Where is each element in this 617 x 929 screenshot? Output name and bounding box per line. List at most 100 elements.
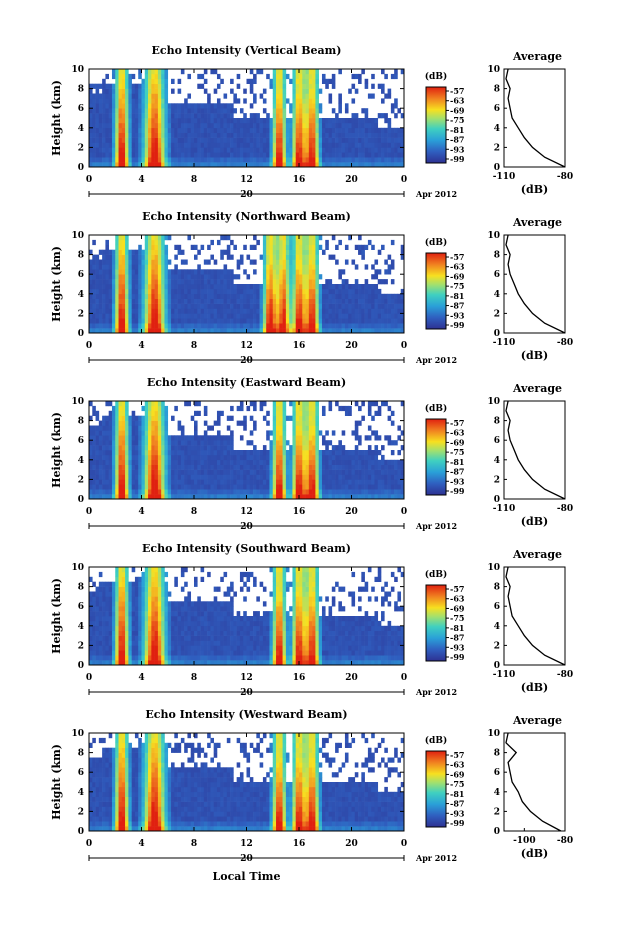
- heatmap-cell: [141, 469, 146, 475]
- heatmap-cell: [312, 410, 316, 416]
- heatmap-cell: [246, 274, 251, 280]
- heatmap-cell: [200, 244, 205, 250]
- heatmap-cell: [285, 254, 290, 260]
- heatmap-cell: [128, 88, 132, 94]
- heatmap-cell: [371, 494, 375, 500]
- heatmap-cell: [361, 288, 365, 295]
- heatmap-cell: [276, 113, 280, 119]
- heatmap-cell: [180, 303, 185, 309]
- heatmap-cell: [272, 308, 277, 314]
- heatmap-cell: [308, 459, 313, 465]
- heatmap-cell: [200, 489, 205, 495]
- heatmap-cell: [253, 474, 257, 480]
- heatmap-cell: [367, 132, 372, 138]
- heatmap-cell: [148, 313, 152, 319]
- heatmap-cell: [335, 132, 339, 138]
- heatmap-cell: [256, 132, 260, 138]
- heatmap-cell: [184, 450, 188, 456]
- heatmap-cell: [279, 162, 283, 168]
- heatmap-cell: [121, 494, 126, 500]
- y-tick-label: 4: [78, 290, 84, 300]
- heatmap-cell: [92, 454, 96, 461]
- avg-y-tick-label: 2: [494, 475, 500, 485]
- heatmap-cell: [144, 83, 149, 89]
- heatmap-cell: [262, 323, 267, 329]
- panel-2: Echo Intensity (Northward Beam)0246810He…: [50, 210, 573, 366]
- heatmap-cell: [125, 127, 129, 133]
- heatmap-cell: [111, 162, 116, 168]
- heatmap-cell: [358, 454, 362, 461]
- heatmap-cell: [151, 239, 155, 246]
- heatmap-cell: [364, 454, 369, 461]
- heatmap-cell: [364, 162, 369, 168]
- heatmap-cell: [210, 454, 214, 461]
- heatmap-cell: [213, 137, 218, 143]
- heatmap-cell: [236, 122, 241, 129]
- heatmap-cell: [272, 118, 277, 124]
- heatmap-cell: [374, 259, 379, 265]
- heatmap-cell: [325, 459, 329, 465]
- heatmap-cell: [134, 152, 139, 158]
- heatmap-cell: [154, 274, 159, 280]
- heatmap-cell: [289, 445, 293, 451]
- heatmap-cell: [328, 464, 333, 470]
- heatmap-cell: [358, 142, 362, 148]
- heatmap-cell: [338, 239, 342, 246]
- heatmap-cell: [200, 293, 205, 299]
- heatmap-cell: [299, 494, 303, 500]
- heatmap-cell: [289, 288, 293, 295]
- heatmap-cell: [292, 420, 297, 426]
- heatmap-cell: [118, 596, 123, 602]
- heatmap-cell: [394, 469, 398, 475]
- heatmap-cell: [151, 264, 155, 270]
- heatmap-cell: [128, 484, 132, 490]
- heatmap-cell: [157, 83, 162, 89]
- heatmap-cell: [190, 288, 195, 295]
- heatmap-cell: [131, 303, 136, 309]
- heatmap-cell: [249, 142, 254, 148]
- heatmap-cell: [295, 113, 300, 119]
- heatmap-cell: [367, 298, 372, 304]
- heatmap-cell: [295, 303, 300, 309]
- heatmap-cell: [335, 464, 339, 470]
- heatmap-cell: [390, 152, 395, 158]
- heatmap-cell: [108, 464, 113, 470]
- heatmap-cell: [171, 288, 175, 295]
- heatmap-cell: [358, 162, 362, 168]
- heatmap-cell: [121, 323, 126, 329]
- heatmap-cell: [394, 479, 398, 485]
- heatmap-cell: [151, 323, 155, 329]
- heatmap-cell: [328, 147, 333, 153]
- heatmap-cell: [161, 489, 165, 495]
- heatmap-cell: [184, 308, 188, 314]
- heatmap-cell: [154, 142, 159, 148]
- heatmap-cell: [262, 239, 267, 246]
- heatmap-cell: [292, 69, 297, 75]
- heatmap-cell: [344, 162, 349, 168]
- heatmap-cell: [134, 479, 139, 485]
- heatmap-cell: [374, 303, 379, 309]
- heatmap-cell: [95, 606, 100, 612]
- heatmap-cell: [351, 494, 356, 500]
- heatmap-cell: [292, 313, 297, 319]
- heatmap-cell: [157, 274, 162, 280]
- heatmap-cell: [125, 479, 129, 485]
- heatmap-cell: [338, 489, 342, 495]
- heatmap-cell: [226, 118, 231, 124]
- heatmap-cell: [180, 464, 185, 470]
- heatmap-cell: [305, 132, 310, 138]
- heatmap-cell: [253, 293, 257, 299]
- heatmap-cell: [292, 298, 297, 304]
- heatmap-cell: [141, 83, 146, 89]
- heatmap-cell: [272, 88, 277, 94]
- heatmap-cell: [243, 469, 247, 475]
- heatmap-cell: [312, 274, 316, 280]
- heatmap-cell: [174, 118, 178, 124]
- heatmap-cell: [161, 142, 165, 148]
- heatmap-cell: [236, 298, 241, 304]
- heatmap-cell: [187, 323, 192, 329]
- heatmap-cell: [351, 298, 356, 304]
- heatmap-cell: [292, 459, 297, 465]
- heatmap-cell: [161, 284, 165, 290]
- heatmap-cell: [121, 591, 126, 597]
